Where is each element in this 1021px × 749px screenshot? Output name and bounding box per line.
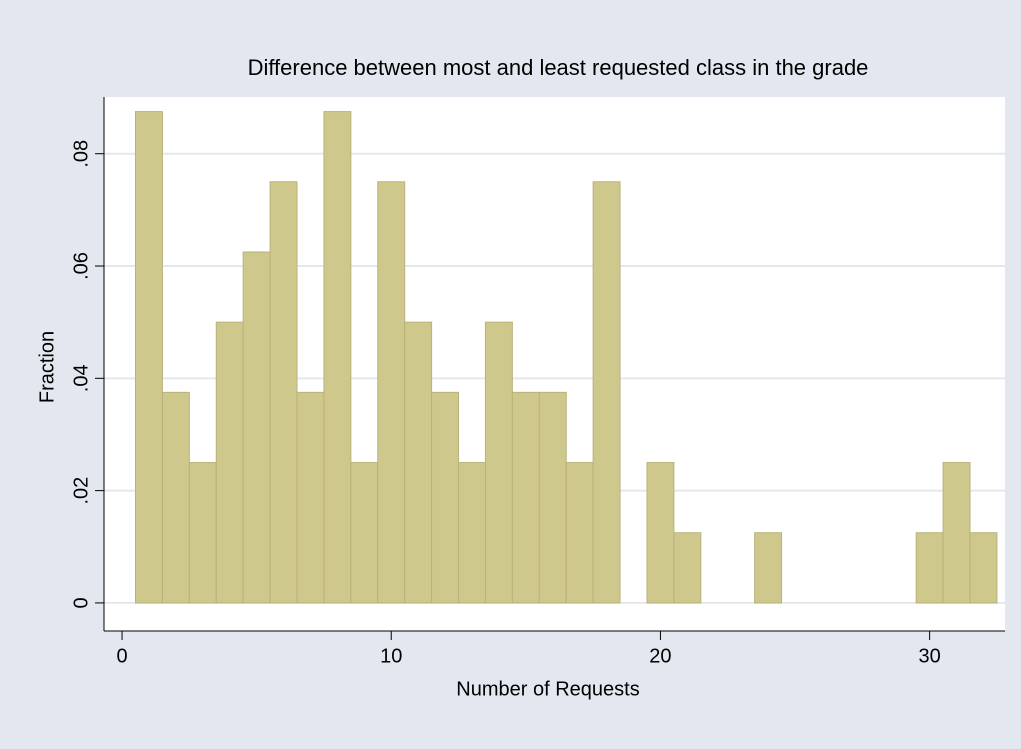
bar [161, 391, 190, 604]
bar [511, 391, 540, 604]
y-tick-label: .06 [70, 252, 92, 280]
y-tick-label: .02 [70, 477, 92, 505]
bar [565, 462, 594, 604]
bar [592, 181, 621, 604]
y-tick-label: 0 [70, 597, 92, 608]
bar [915, 532, 944, 604]
bar [673, 532, 702, 604]
bar [350, 462, 379, 604]
x-tick-label: 10 [380, 645, 402, 667]
y-axis-label: Fraction [36, 331, 58, 403]
bar [269, 181, 298, 604]
bar [646, 462, 675, 604]
bar [188, 462, 217, 604]
bar [323, 111, 352, 604]
bar [242, 251, 271, 604]
x-axis-label: Number of Requests [456, 678, 639, 700]
y-tick-label: .08 [70, 140, 92, 168]
bar [431, 391, 460, 604]
bar [484, 321, 513, 604]
bar [538, 391, 567, 604]
bar [754, 532, 783, 604]
x-tick-label: 20 [649, 645, 671, 667]
bar [969, 532, 998, 604]
bar [377, 181, 406, 604]
bar [134, 111, 163, 604]
bar [404, 321, 433, 604]
y-tick-label: .04 [70, 364, 92, 392]
bar [296, 391, 325, 604]
bar [458, 462, 486, 604]
bar [942, 462, 971, 604]
chart-title: Difference between most and least reques… [248, 55, 869, 80]
x-tick-label: 30 [919, 645, 941, 667]
x-tick-label: 0 [116, 645, 127, 667]
bar [215, 321, 244, 604]
